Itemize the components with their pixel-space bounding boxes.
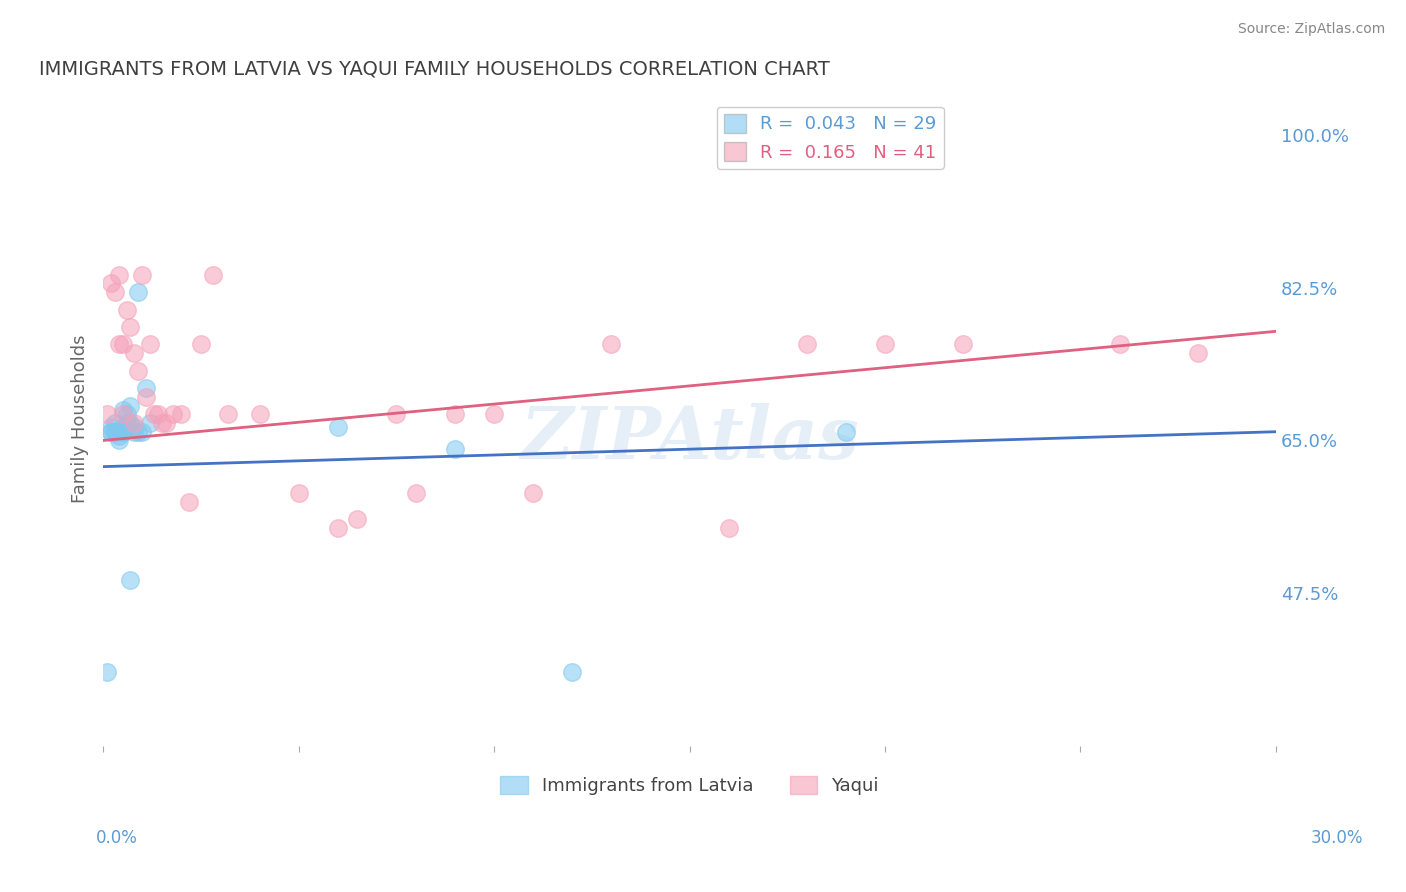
Point [104,425,127,439]
Text: 30.0%: 30.0% [1310,829,1364,847]
Point [100,425,122,439]
Point [600,337,623,351]
Point [104,285,127,299]
Point [111,407,134,421]
Point [111,420,134,434]
Point [405,485,427,500]
Text: 0.0%: 0.0% [96,829,138,847]
Point [1187,346,1209,360]
Point [326,521,349,535]
Point [124,346,146,360]
Point [561,665,583,679]
Point [124,420,146,434]
Point [127,363,149,377]
Point [96,407,118,421]
Point [131,268,153,282]
Point [952,337,974,351]
Point [179,494,201,508]
Point [127,285,149,299]
Point [127,425,149,439]
Point [120,320,142,334]
Point [111,425,134,439]
Point [111,425,134,439]
Point [120,573,142,587]
Point [120,399,142,413]
Point [135,381,157,395]
Point [135,390,157,404]
Text: Source: ZipAtlas.com: Source: ZipAtlas.com [1237,22,1385,37]
Point [217,407,239,421]
Point [444,442,467,457]
Point [100,277,122,291]
Point [96,665,118,679]
Point [104,425,127,439]
Point [835,425,858,439]
Point [115,407,138,421]
Point [873,337,896,351]
Point [150,416,173,430]
Point [190,337,212,351]
Point [201,268,224,282]
Point [249,407,271,421]
Point [162,407,184,421]
Point [717,521,740,535]
Point [111,403,134,417]
Point [170,407,193,421]
Point [124,416,146,430]
Point [107,268,129,282]
Point [115,416,138,430]
Point [142,407,165,421]
Point [120,416,142,430]
Point [107,429,129,443]
Point [139,416,162,430]
Text: IMMIGRANTS FROM LATVIA VS YAQUI FAMILY HOUSEHOLDS CORRELATION CHART: IMMIGRANTS FROM LATVIA VS YAQUI FAMILY H… [38,60,830,78]
Point [100,420,122,434]
Point [146,407,169,421]
Point [287,485,309,500]
Point [111,337,134,351]
Point [444,407,467,421]
Point [107,337,129,351]
Point [131,425,153,439]
Point [1108,337,1130,351]
Legend: Immigrants from Latvia, Yaqui: Immigrants from Latvia, Yaqui [494,769,886,803]
Point [155,416,177,430]
Point [796,337,818,351]
Point [139,337,162,351]
Point [104,416,127,430]
Point [124,425,146,439]
Point [482,407,505,421]
Point [100,425,122,439]
Point [326,420,349,434]
Point [385,407,408,421]
Point [107,434,129,448]
Point [346,512,368,526]
Point [115,302,138,317]
Y-axis label: Family Households: Family Households [72,334,89,503]
Point [522,485,544,500]
Text: ZIPAtlas: ZIPAtlas [520,403,859,474]
